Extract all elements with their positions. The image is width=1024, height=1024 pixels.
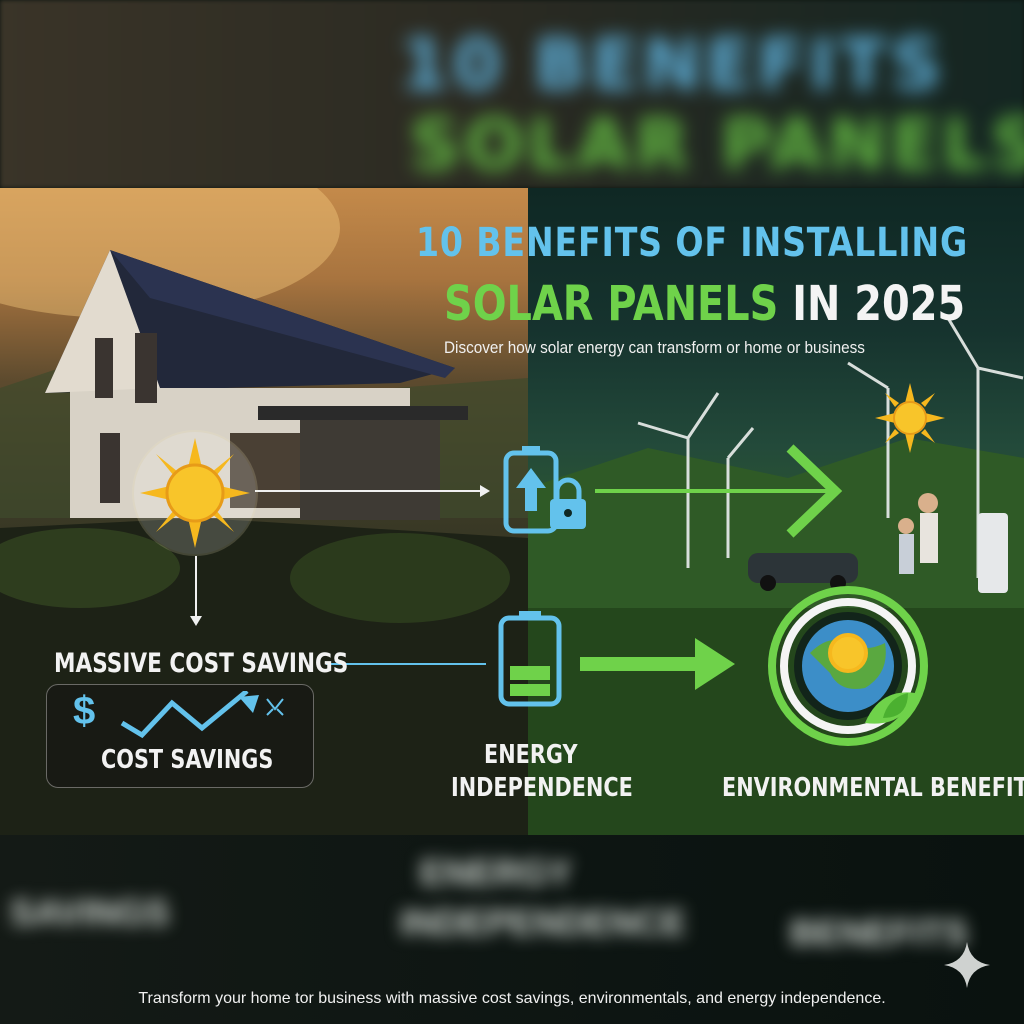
footer-text: Transform your home tor business with ma… [138,990,886,1007]
battery-lock-icon [503,446,586,534]
page-subtitle: Discover how solar energy can transform … [444,338,865,357]
sparkle-icon [944,942,990,988]
cost-savings-card: $ COST SAVINGS [46,684,314,788]
dollar-icon: $ [73,689,96,733]
arrow-right-icon [695,638,735,690]
blurred-title-ghost: SOLAR PANELS [410,104,1024,186]
benefit-title-energy-line1: ENERGY [484,740,578,770]
page-title-line2: SOLAR PANELS IN 2025 [444,276,965,332]
chevron-right-icon [786,444,843,538]
cost-savings-card-label: COST SAVINGS [101,745,274,775]
page-title-line1: 10 BENEFITS OF INSTALLING [416,220,969,266]
benefit-title-cost-savings: MASSIVE COST SAVINGS [54,648,349,679]
sun-icon [875,383,945,453]
benefit-title-environmental: ENVIRONMENTAL BENEFITS [722,773,1024,803]
blurred-bottom-background: SAVINGS ENERGY INDEPENDENCE BENEFITS [0,835,1024,1024]
blurred-text-ghost: INDEPENDENCE [400,902,687,943]
connector-arrows [190,444,843,690]
sun-icon [132,430,258,556]
title-year: IN 2025 [792,276,966,332]
blurred-title-ghost: 10 BENEFITS [400,24,946,106]
benefit-title-energy-line2: INDEPENDENCE [451,773,633,803]
title-highlight: SOLAR PANELS [444,276,779,332]
trend-up-icon [120,691,284,739]
battery-icon [498,611,562,707]
globe-leaf-icon [768,586,928,746]
blurred-text-ghost: SAVINGS [10,892,170,933]
blurred-top-background: 10 BENEFITS SOLAR PANELS [0,0,1024,188]
blurred-text-ghost: BENEFITS [790,912,969,953]
blurred-text-ghost: ENERGY [420,852,573,893]
main-infographic: MASSIVE COST SAVINGS $ COST SAVINGS ENER… [0,188,1024,835]
